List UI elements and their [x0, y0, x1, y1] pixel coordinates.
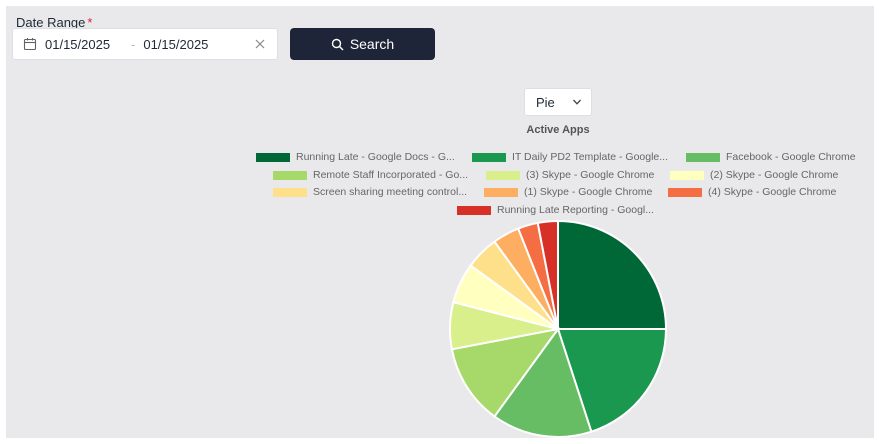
start-date-input[interactable]: 01/15/2025	[45, 36, 111, 52]
legend-item[interactable]: (4) Skype - Google Chrome	[668, 186, 836, 198]
legend-swatch	[668, 187, 702, 197]
pie-chart	[449, 219, 668, 438]
legend-item[interactable]: (1) Skype - Google Chrome	[484, 186, 652, 198]
legend-item[interactable]: (3) Skype - Google Chrome	[486, 169, 654, 181]
search-button[interactable]: Search	[290, 28, 435, 60]
pie-slice[interactable]	[557, 219, 668, 330]
legend-label: (4) Skype - Google Chrome	[708, 186, 837, 198]
calendar-icon	[23, 38, 37, 51]
report-panel: Date Range *	[6, 6, 874, 438]
legend-label: Running Late Reporting - Googl...	[497, 204, 655, 216]
legend-swatch	[273, 170, 307, 180]
legend-label: (1) Skype - Google Chrome	[524, 186, 653, 198]
chart-type-select[interactable]: Pie	[524, 88, 592, 116]
legend-item[interactable]: Facebook - Google Chrome	[686, 151, 856, 163]
legend-label: (3) Skype - Google Chrome	[526, 169, 655, 181]
pie-slice[interactable]	[556, 328, 668, 433]
legend-item[interactable]: IT Daily PD2 Template - Google...	[472, 151, 668, 163]
legend-label: Running Late - Google Docs - G...	[296, 151, 455, 163]
legend-label: Remote Staff Incorporated - Go...	[313, 169, 469, 181]
legend-swatch	[472, 152, 506, 162]
end-date-input[interactable]: 01/15/2025	[143, 36, 209, 52]
legend-item[interactable]: Running Late Reporting - Googl...	[457, 204, 654, 216]
legend-swatch	[486, 170, 520, 180]
legend-item[interactable]: (2) Skype - Google Chrome	[670, 169, 838, 181]
search-button-label: Search	[349, 36, 395, 52]
legend-label: IT Daily PD2 Template - Google...	[512, 151, 669, 163]
legend-swatch	[256, 152, 290, 162]
date-range-label-text: Date Range	[16, 15, 86, 30]
pie-slice[interactable]	[493, 326, 593, 438]
legend-swatch	[670, 170, 704, 180]
required-mark: *	[87, 15, 93, 30]
pie-slice[interactable]	[536, 219, 559, 330]
legend-label: Facebook - Google Chrome	[726, 151, 856, 163]
legend-label: (2) Skype - Google Chrome	[710, 169, 839, 181]
legend-item[interactable]: Running Late - Google Docs - G...	[256, 151, 455, 163]
legend-item[interactable]: Remote Staff Incorporated - Go...	[273, 169, 468, 181]
date-range-label: Date Range *	[16, 15, 92, 30]
legend-swatch	[273, 187, 307, 197]
search-icon	[331, 38, 344, 50]
legend-label: Screen sharing meeting control...	[313, 186, 468, 198]
chart-type-value: Pie	[536, 94, 555, 110]
pie-slice[interactable]	[450, 327, 561, 418]
legend-swatch	[457, 205, 491, 215]
chart-title: Active Apps	[526, 124, 590, 136]
legend-swatch	[484, 187, 518, 197]
date-separator: -	[131, 36, 136, 52]
date-range-picker[interactable]: 01/15/2025 - 01/15/2025	[12, 28, 278, 60]
legend-item[interactable]: Screen sharing meeting control...	[273, 186, 467, 198]
chevron-down-icon	[573, 99, 581, 105]
close-icon[interactable]	[254, 38, 266, 50]
legend-swatch	[686, 152, 720, 162]
